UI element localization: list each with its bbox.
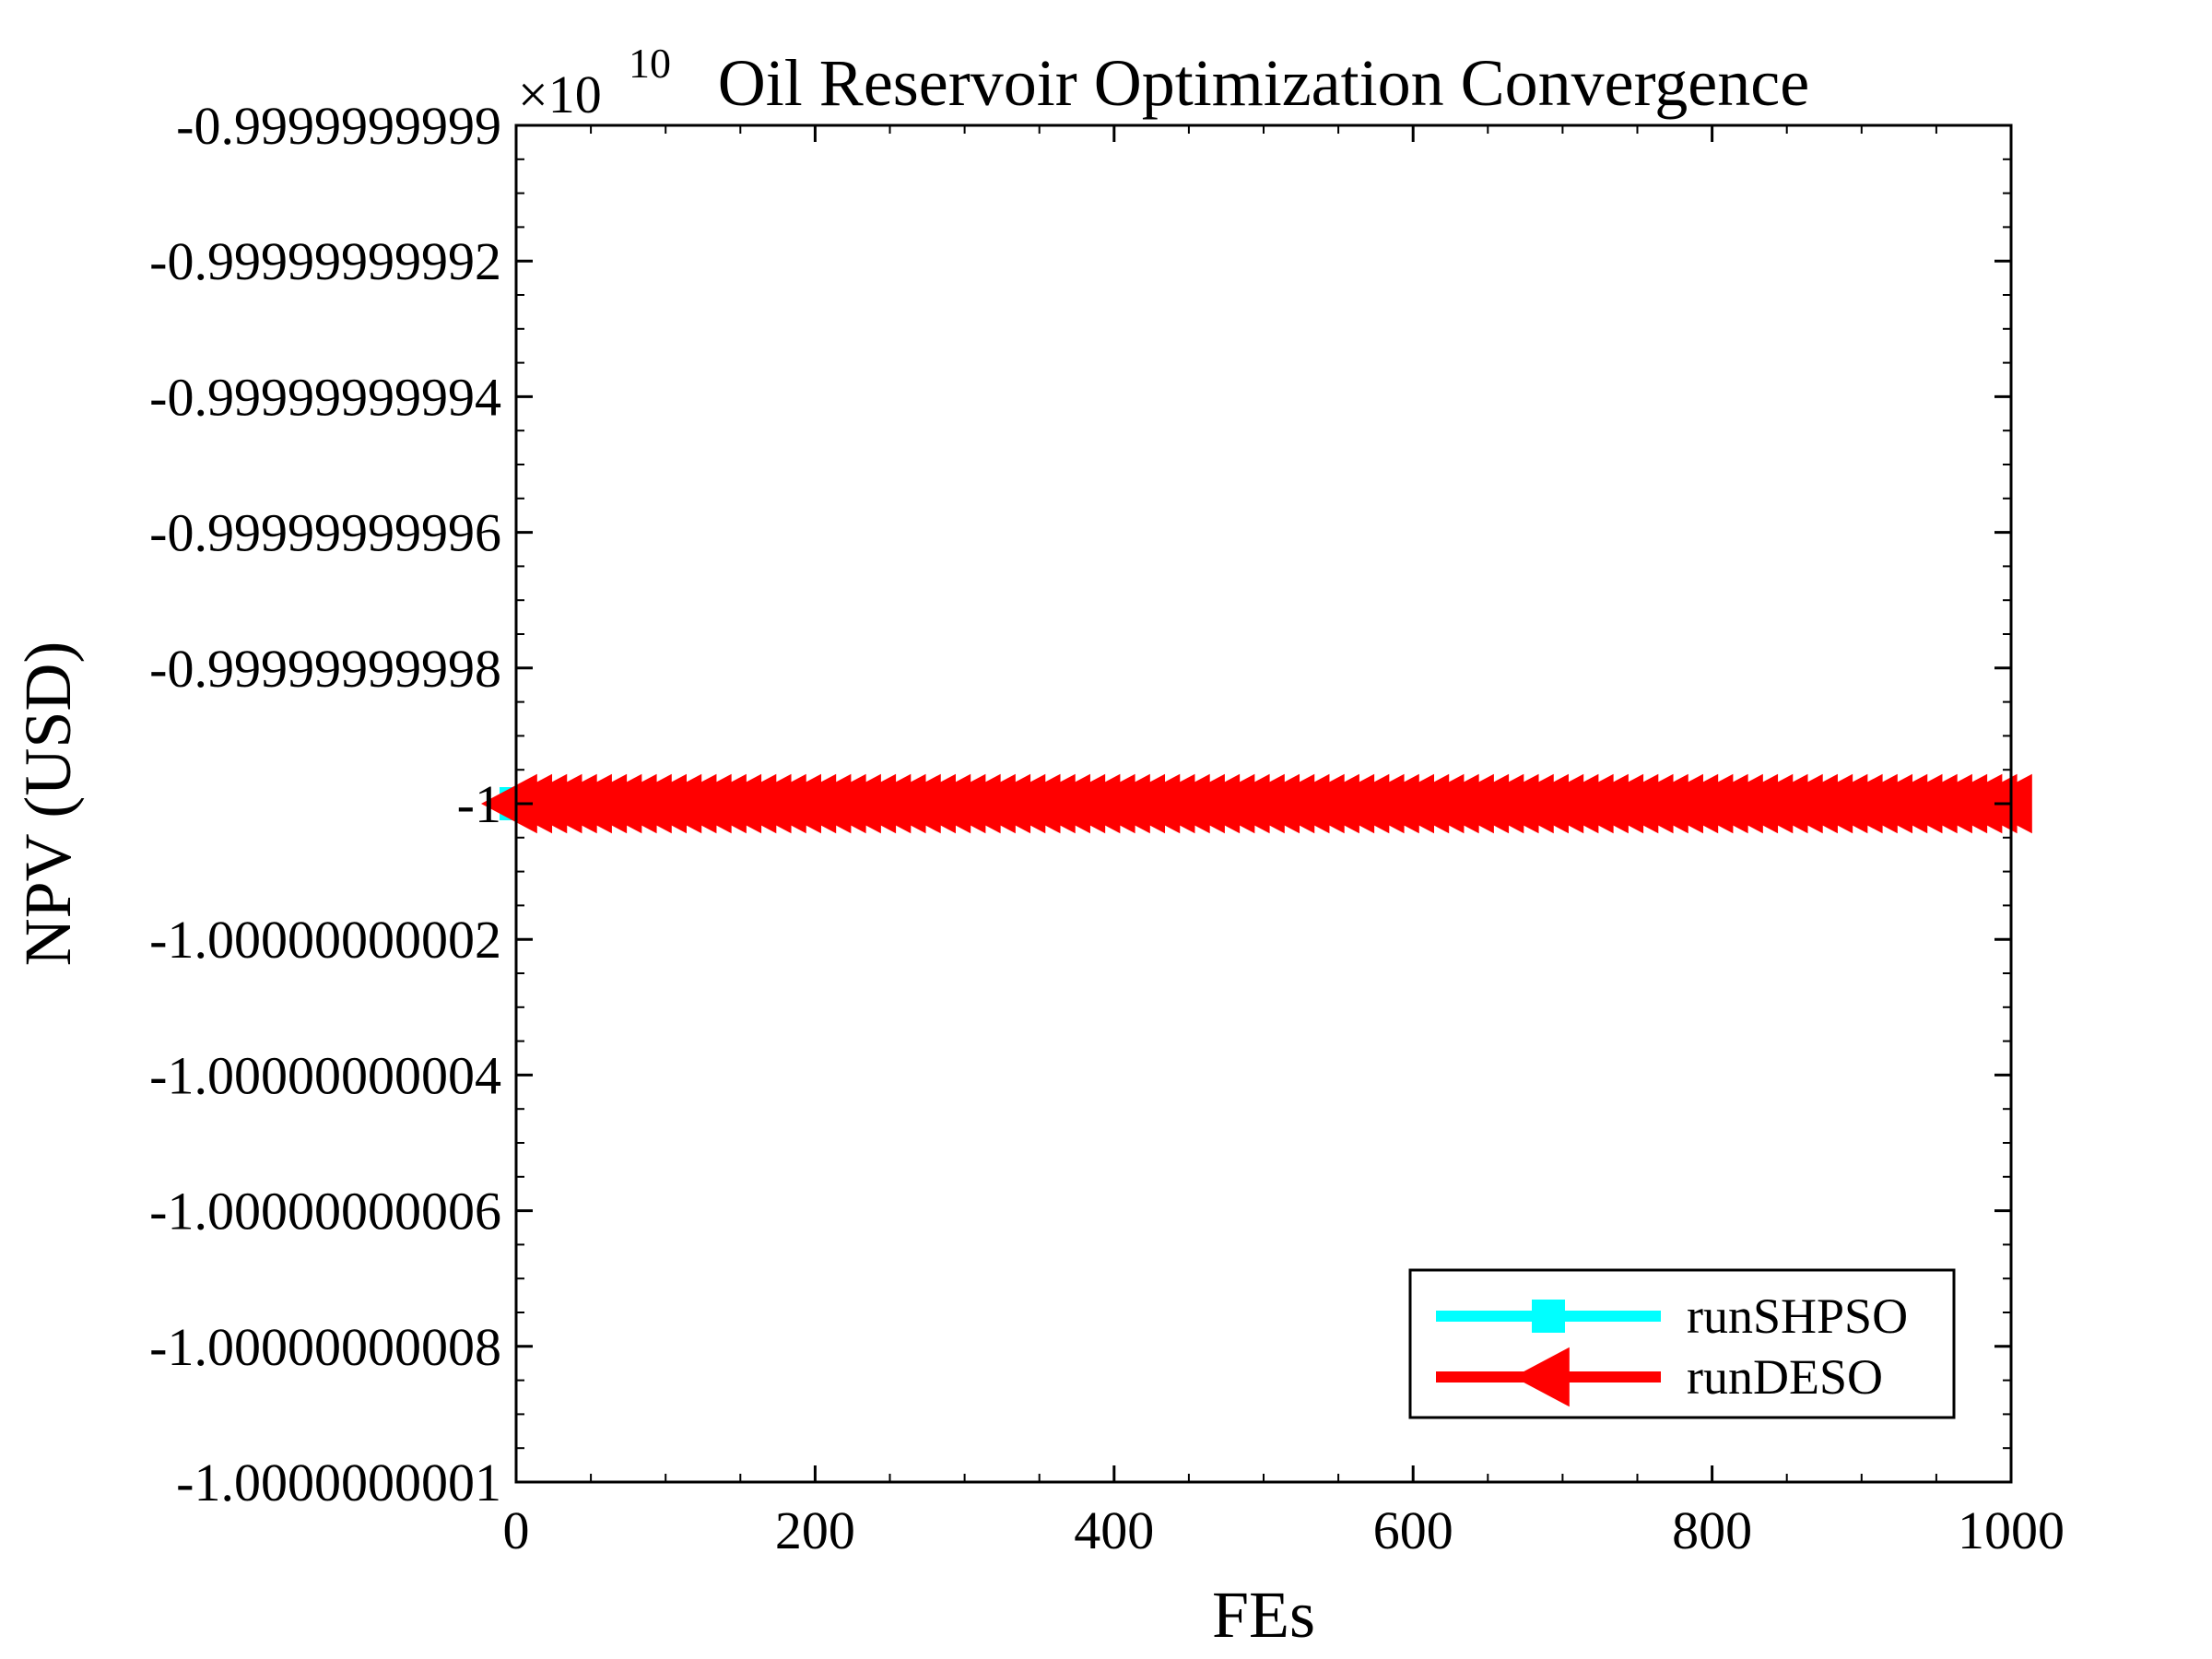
y-axis-title: NPV (USD) [11,641,85,967]
legend-marker [1532,1300,1565,1333]
x-tick-label: 1000 [1958,1500,2065,1560]
x-axis-title: FEs [1212,1578,1315,1652]
legend-entry-runDESO: runDESO [1436,1347,1883,1407]
y-tick-label: -1.00000000008 [149,1317,501,1377]
y-exponent-base: ×10 [518,65,602,124]
x-tick-label: 400 [1074,1500,1154,1560]
ticks-layer [514,124,2013,1484]
y-tick-label: -0.99999999992 [149,231,501,291]
series-layer [481,773,2032,834]
y-tick-label: -1.00000000006 [149,1182,501,1241]
y-tick-label: -0.9999999999 [176,96,501,156]
y-tick-label: -1.00000000004 [149,1045,501,1105]
legend-box [1408,1268,1956,1419]
x-tick-label: 800 [1672,1500,1752,1560]
chart-title: Oil Reservoir Optimization Convergence [718,46,1809,120]
y-tick-label: -0.99999999994 [149,367,501,427]
y-tick-label: -1.00000000002 [149,910,501,970]
legend-label: runSHPSO [1687,1288,1908,1344]
y-tick-label: -1.0000000001 [176,1453,501,1512]
x-tick-label: 0 [503,1500,530,1560]
tick-labels-layer: 0 200 400 600 800 1000 -0.9999999999 -0.9999999… [149,96,2065,1560]
x-tick-label: 600 [1373,1500,1453,1560]
legend-marker [1513,1347,1570,1407]
legend-entry-runSHPSO: runSHPSO [1436,1288,1908,1344]
legend-label: runDESO [1687,1349,1883,1405]
y-tick-label: -0.99999999998 [149,639,501,699]
y-tick-label: -0.99999999996 [149,503,501,563]
series-runDESO [481,773,2032,834]
y-exponent-power: 10 [629,40,671,87]
x-tick-label: 200 [775,1500,855,1560]
y-tick-label: -1 [457,774,501,834]
